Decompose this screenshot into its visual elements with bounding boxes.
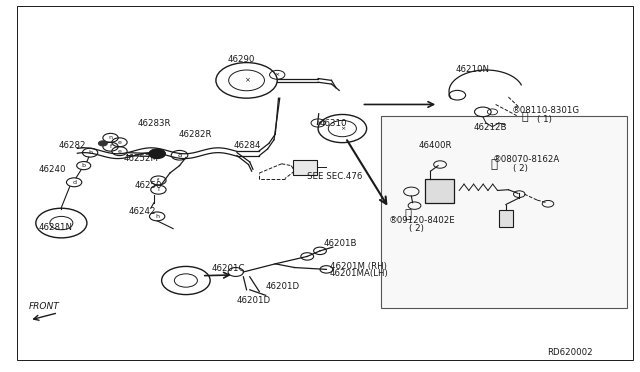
Text: ( 1): ( 1) [537, 115, 552, 124]
Text: 46290: 46290 [227, 55, 255, 64]
Text: e: e [118, 149, 122, 154]
Text: 46201B: 46201B [323, 239, 356, 248]
Text: RD620002: RD620002 [547, 347, 593, 356]
Text: 46201D: 46201D [237, 296, 271, 305]
Text: 46284: 46284 [234, 141, 261, 150]
Text: d: d [72, 180, 76, 185]
Text: 46282: 46282 [58, 141, 86, 151]
Text: ®08070-8162A: ®08070-8162A [492, 155, 559, 164]
Text: b: b [88, 150, 92, 155]
Text: 46252M: 46252M [124, 154, 159, 163]
Text: b: b [82, 163, 86, 168]
Text: FRONT: FRONT [29, 302, 60, 311]
FancyBboxPatch shape [293, 160, 317, 175]
Text: i: i [157, 187, 159, 192]
Text: Ⓑ: Ⓑ [490, 158, 497, 171]
Text: ( 2): ( 2) [410, 224, 424, 233]
Text: n: n [109, 135, 113, 140]
Text: 46210N: 46210N [456, 65, 490, 74]
Text: 46201MA(LH): 46201MA(LH) [330, 269, 388, 278]
Text: Ⓑ: Ⓑ [404, 208, 412, 221]
Text: ×: × [275, 72, 280, 77]
Text: 46201D: 46201D [266, 282, 300, 291]
Text: 46201C: 46201C [211, 264, 245, 273]
Text: Ⓑ: Ⓑ [521, 112, 527, 122]
Text: 46212B: 46212B [473, 123, 507, 132]
Text: 46240: 46240 [39, 165, 67, 174]
Text: f: f [157, 178, 159, 183]
FancyBboxPatch shape [499, 210, 513, 227]
Text: 46283R: 46283R [138, 119, 172, 128]
Text: f: f [109, 144, 111, 149]
Text: ×: × [244, 77, 250, 83]
Text: ®08110-8301G: ®08110-8301G [511, 106, 580, 115]
Text: 46310: 46310 [320, 119, 348, 128]
Circle shape [99, 141, 108, 146]
Text: 46281N: 46281N [39, 223, 73, 232]
Circle shape [149, 149, 166, 158]
Text: h: h [155, 214, 159, 219]
Text: 46282R: 46282R [178, 129, 212, 139]
FancyBboxPatch shape [426, 179, 454, 203]
Text: e: e [118, 140, 122, 145]
Text: ( 2): ( 2) [513, 164, 529, 173]
Text: ®09120-8402E: ®09120-8402E [389, 216, 456, 225]
FancyBboxPatch shape [381, 116, 627, 308]
Text: SEE SEC.476: SEE SEC.476 [307, 172, 363, 181]
Text: a: a [177, 152, 182, 158]
Text: 46250: 46250 [135, 181, 163, 190]
Text: ×: × [316, 121, 321, 125]
Text: 46242: 46242 [129, 207, 156, 216]
Text: 46201M (RH): 46201M (RH) [330, 262, 387, 271]
Text: 46400R: 46400R [419, 141, 452, 151]
Text: ×: × [340, 126, 345, 131]
FancyBboxPatch shape [17, 6, 633, 360]
